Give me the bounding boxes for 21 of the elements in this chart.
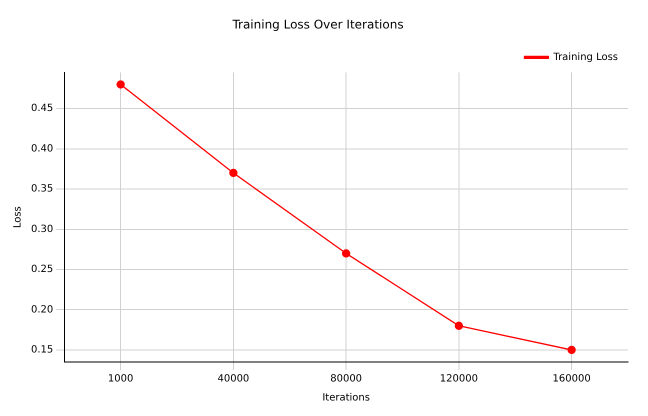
y-tick-label: 0.45 [31, 103, 54, 114]
point [116, 80, 125, 89]
legend-label: Training Loss [552, 52, 618, 63]
y-tick-label: 0.20 [31, 304, 54, 316]
y-tick-label: 0.25 [31, 264, 54, 276]
point [342, 249, 350, 258]
x-tick-label: 1000 [108, 374, 134, 385]
point [454, 322, 464, 330]
y-tick-label: 0.35 [31, 184, 54, 195]
y-tick-label: 0.40 [31, 143, 54, 154]
point [229, 168, 238, 178]
y-tick-label: 0.30 [31, 224, 54, 235]
x-tick-label: 120000 [440, 374, 478, 385]
x-tick-label: 80000 [330, 374, 362, 385]
point [567, 346, 576, 354]
chart-title: Training Loss Over Iterations [231, 17, 404, 32]
y-tick-label: 0.15 [31, 344, 54, 356]
x-axis-title: Iterations [322, 392, 370, 404]
y-axis-title: Loss [12, 206, 24, 228]
x-tick-label: 160000 [552, 374, 591, 385]
x-tick-label: 40000 [217, 374, 250, 385]
